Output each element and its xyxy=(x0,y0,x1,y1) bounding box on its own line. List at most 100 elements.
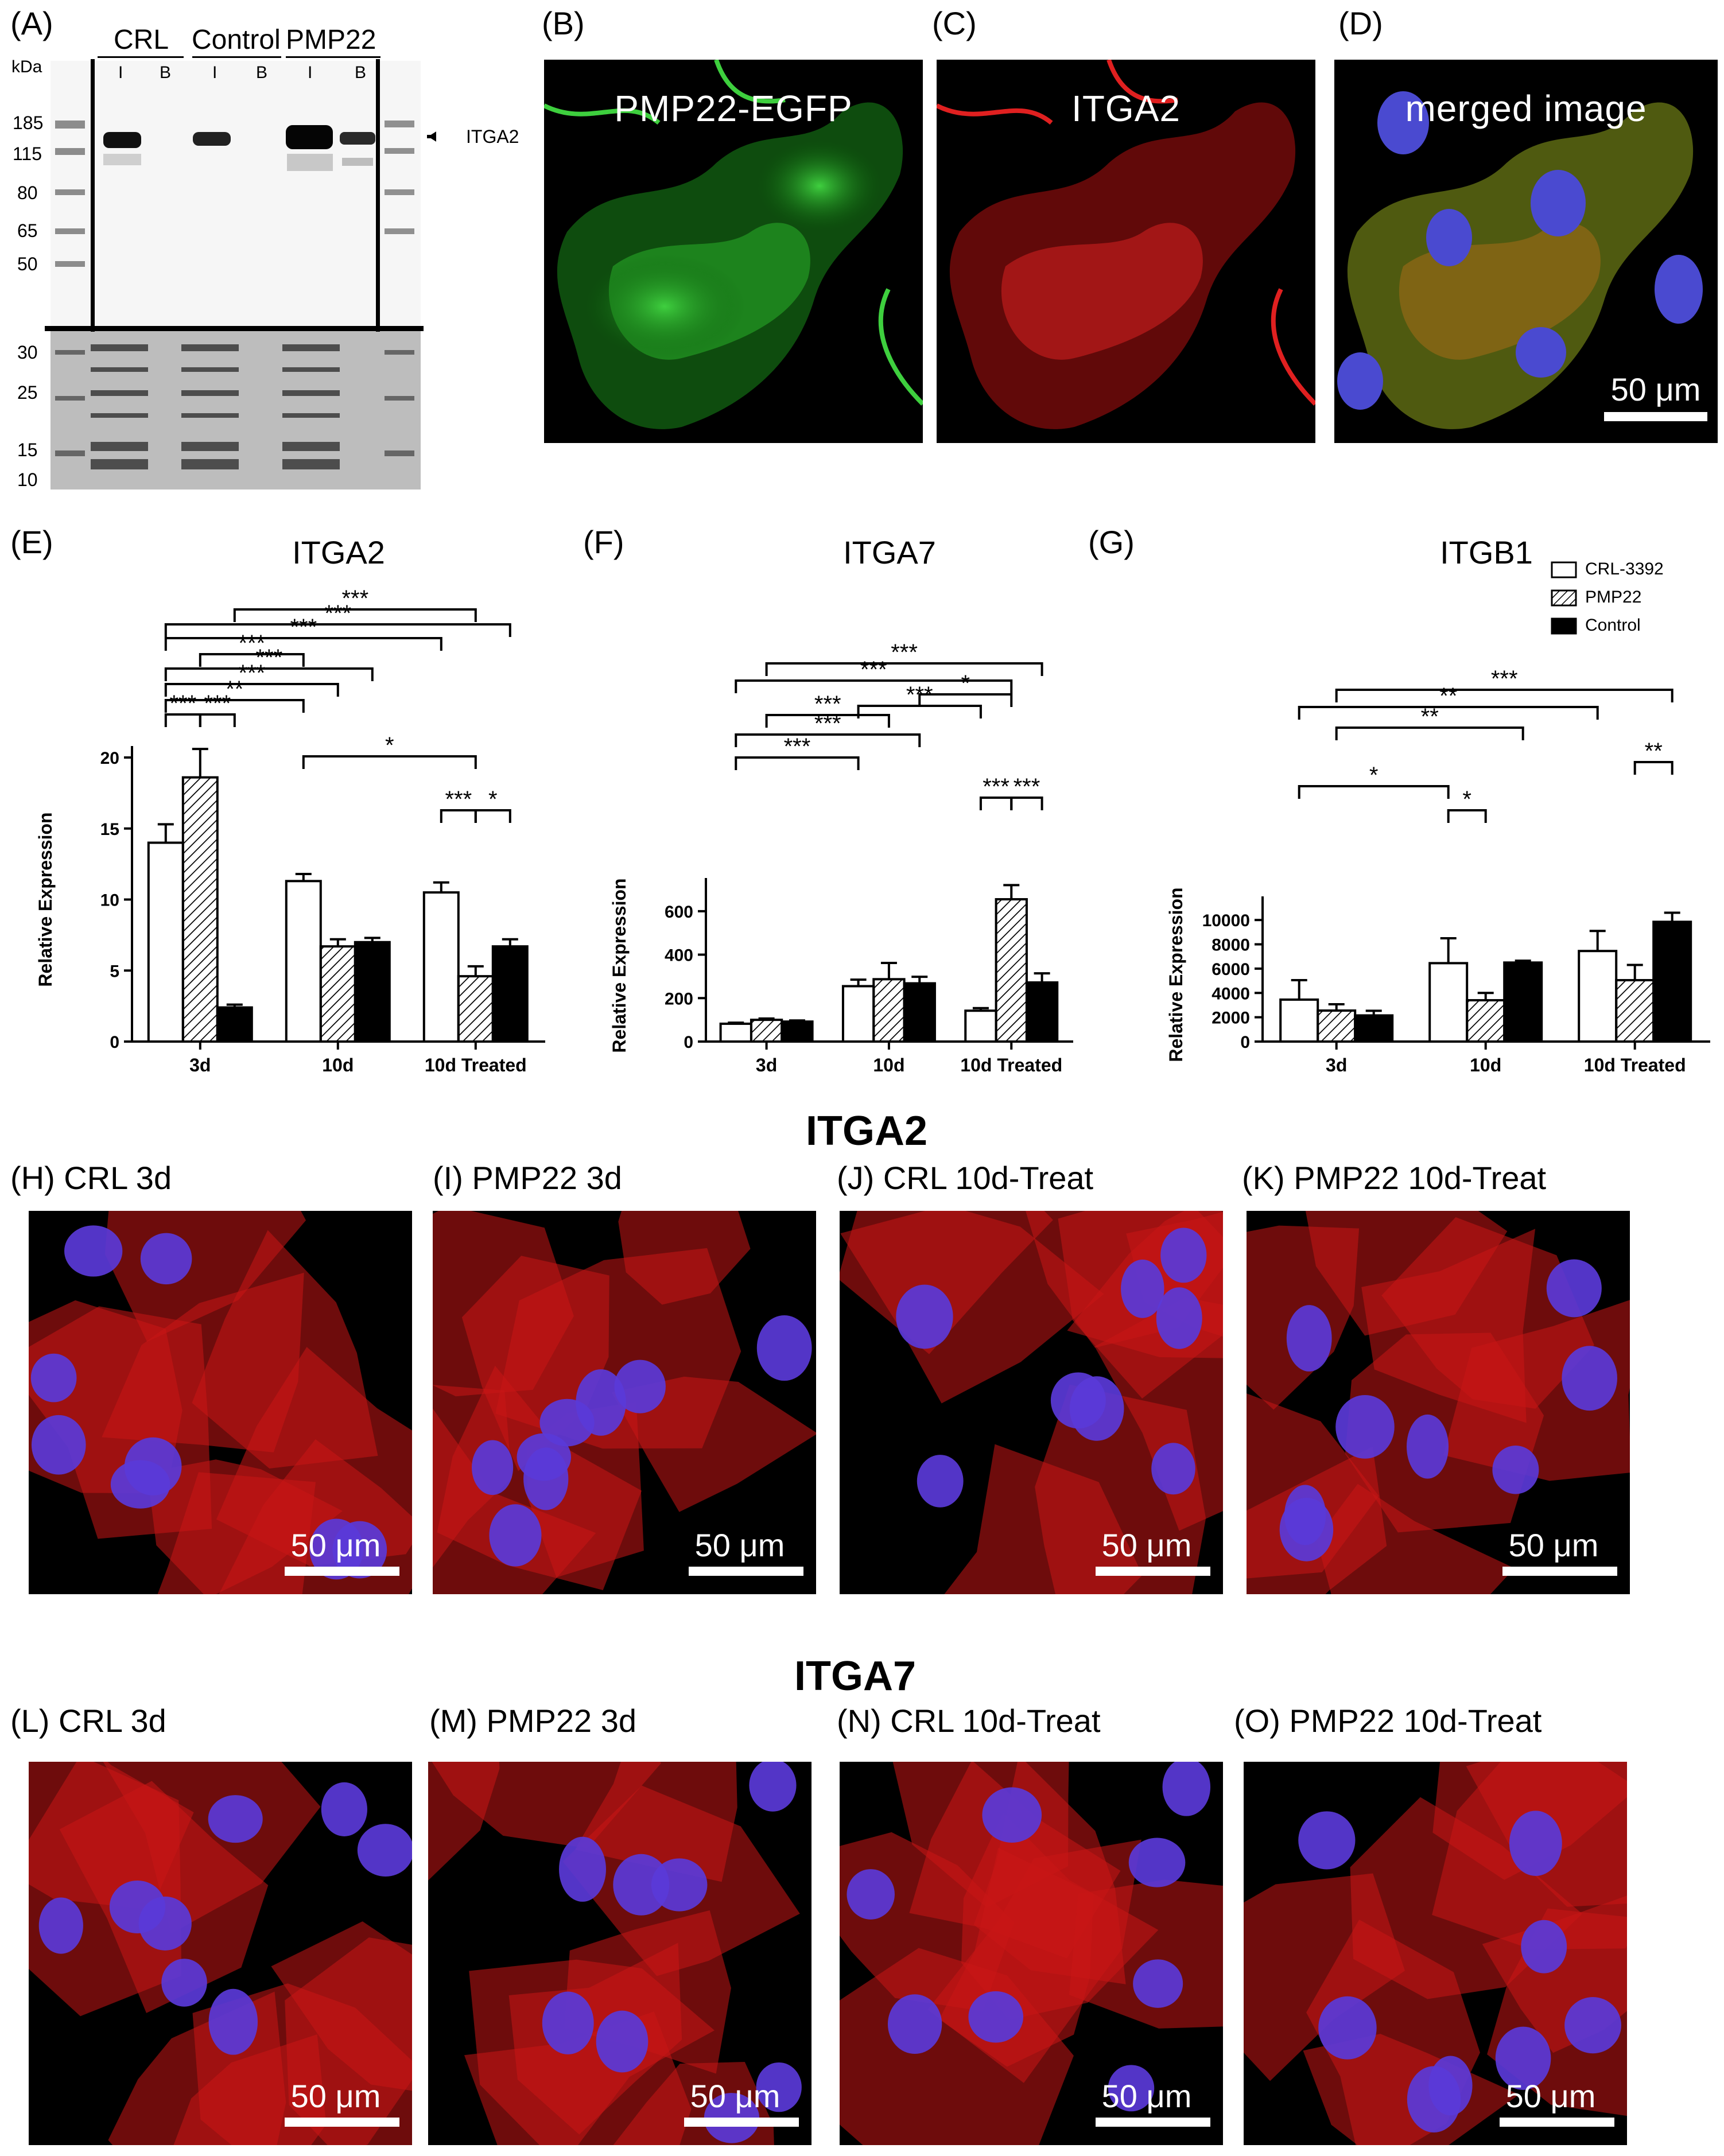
legend-swatches xyxy=(1551,561,1577,635)
bar xyxy=(354,941,391,1043)
micrograph-merged: merged image 50 μm xyxy=(1334,60,1718,443)
bar xyxy=(285,880,322,1043)
blot-lane-label: B xyxy=(160,63,172,82)
section-heading-itga7: ITGA7 xyxy=(794,1653,917,1699)
chart-legend: CRL-3392 PMP22 Control xyxy=(1550,560,1716,651)
chart-title: ITGA7 xyxy=(843,534,936,570)
section-heading-itga2: ITGA2 xyxy=(805,1108,928,1154)
x-tick-label: 10d Treated xyxy=(1584,1055,1686,1075)
panel-label-d: (D) xyxy=(1338,5,1383,41)
significance-label: * xyxy=(1369,763,1379,788)
bar xyxy=(1354,1014,1394,1043)
y-tick-label: 10000 xyxy=(1202,911,1250,930)
micrograph-cells xyxy=(840,1762,1223,2145)
scale-bar-label: 50 μm xyxy=(290,2078,381,2114)
western-blot-image xyxy=(45,56,464,490)
significance-label: *** xyxy=(983,774,1009,799)
panel-label-l: (L) CRL 3d xyxy=(10,1703,166,1739)
blot-band-label: ITGA2 xyxy=(466,126,519,147)
significance-bracket xyxy=(857,705,982,718)
panel-label-j: (J) CRL 10d-Treat xyxy=(837,1160,1094,1196)
y-tick-label: 400 xyxy=(665,946,693,965)
scale-bar-label: 50 μm xyxy=(1610,371,1701,407)
panel-label-f: (F) xyxy=(583,524,624,560)
bar xyxy=(1503,961,1543,1043)
significance-label: *** xyxy=(169,691,196,716)
significance-label: ** xyxy=(226,677,243,702)
significance-bracket xyxy=(765,714,890,728)
significance-bracket xyxy=(1335,689,1673,702)
bar xyxy=(995,898,1028,1043)
scale-bar xyxy=(285,2118,399,2127)
panel-label-b: (B) xyxy=(542,5,585,41)
significance-label: *** xyxy=(324,601,351,626)
bar xyxy=(719,1022,752,1043)
significance-label: *** xyxy=(860,657,887,682)
scale-bar-label: 50 μm xyxy=(290,1527,381,1563)
micrograph-pmp22-3d-itga7: 50 μm xyxy=(428,1762,811,2145)
significance-label: * xyxy=(961,671,970,696)
bar xyxy=(181,776,219,1043)
bar-chart-itga7: ITGA7 Relative Expression 0 200 400 600 3d 10d 1… xyxy=(609,534,1073,1075)
y-tick-label: 20 xyxy=(100,749,119,768)
bar xyxy=(319,945,356,1043)
micrograph-cells xyxy=(29,1211,412,1594)
y-tick-label: 600 xyxy=(665,903,693,922)
significance-bracket xyxy=(735,733,921,747)
x-tick-label: 3d xyxy=(756,1055,777,1075)
panel-label-h: (H) CRL 3d xyxy=(10,1160,172,1196)
micrograph-pmp22-3d-itga2: 50 μm xyxy=(433,1211,816,1594)
y-tick-label: 0 xyxy=(684,1033,693,1052)
y-tick-label: 5 xyxy=(110,962,119,981)
significance-label: *** xyxy=(238,631,265,656)
significance-label: * xyxy=(1462,787,1471,812)
micrograph-crl-3d-itga2: 50 μm xyxy=(29,1211,412,1594)
scale-bar-label: 50 μm xyxy=(690,2078,781,2114)
significance-label: *** xyxy=(290,615,317,640)
legend-label-crl: CRL-3392 xyxy=(1585,560,1664,578)
micrograph-cells xyxy=(840,1211,1223,1594)
significance-label: *** xyxy=(255,645,282,670)
bar xyxy=(1317,1009,1357,1043)
significance-bracket xyxy=(164,699,305,713)
ladder-label: 65 xyxy=(17,220,38,241)
western-blot xyxy=(0,0,464,494)
bar xyxy=(491,945,529,1043)
scale-bar xyxy=(285,1567,399,1576)
scale-bar-label: 50 μm xyxy=(1101,2078,1192,2114)
panel-label-k: (K) PMP22 10d-Treat xyxy=(1242,1160,1547,1196)
significance-label: ** xyxy=(1421,704,1439,729)
significance-bracket xyxy=(164,623,511,637)
micrograph-cells xyxy=(1244,1762,1627,2145)
panel-label-o: (O) PMP22 10d-Treat xyxy=(1234,1703,1542,1739)
blot-group-control: Control xyxy=(192,25,281,55)
scale-bar xyxy=(689,1567,803,1576)
bar xyxy=(1279,998,1319,1043)
scale-bar-label: 50 μm xyxy=(1508,1527,1599,1563)
ladder-label: 185 xyxy=(13,112,44,133)
panel-label-c: (C) xyxy=(932,5,977,41)
significance-label: *** xyxy=(784,734,811,759)
y-tick-label: 15 xyxy=(100,820,119,839)
panel-label-i: (I) PMP22 3d xyxy=(433,1160,622,1196)
micrograph-cells xyxy=(1247,1211,1630,1594)
ladder-label: 115 xyxy=(13,143,42,164)
significance-label: *** xyxy=(891,640,918,665)
blot-lane-label: I xyxy=(118,63,123,82)
micrograph-cells xyxy=(433,1211,816,1594)
blot-lane-label: B xyxy=(355,63,367,82)
chart-title: ITGA2 xyxy=(292,534,385,570)
micrograph-cells xyxy=(428,1762,802,2145)
significance-label: *** xyxy=(814,692,841,717)
x-tick-label: 10d Treated xyxy=(960,1055,1062,1075)
bar xyxy=(216,1006,253,1043)
panel-label-e: (E) xyxy=(10,524,53,560)
x-tick-label: 10d xyxy=(1470,1055,1501,1075)
bar-chart-itgb1: ITGB1 Relative Expression 0 2000 4000 6000 800… xyxy=(1166,534,1710,1075)
micrograph-pmp22-egfp: PMP22-EGFP xyxy=(544,60,923,443)
ladder-label: 25 xyxy=(17,382,38,403)
y-tick-label: 200 xyxy=(665,989,693,1008)
bar xyxy=(1652,920,1692,1043)
significance-bracket xyxy=(199,653,305,667)
blot-lane-label: B xyxy=(256,63,268,82)
